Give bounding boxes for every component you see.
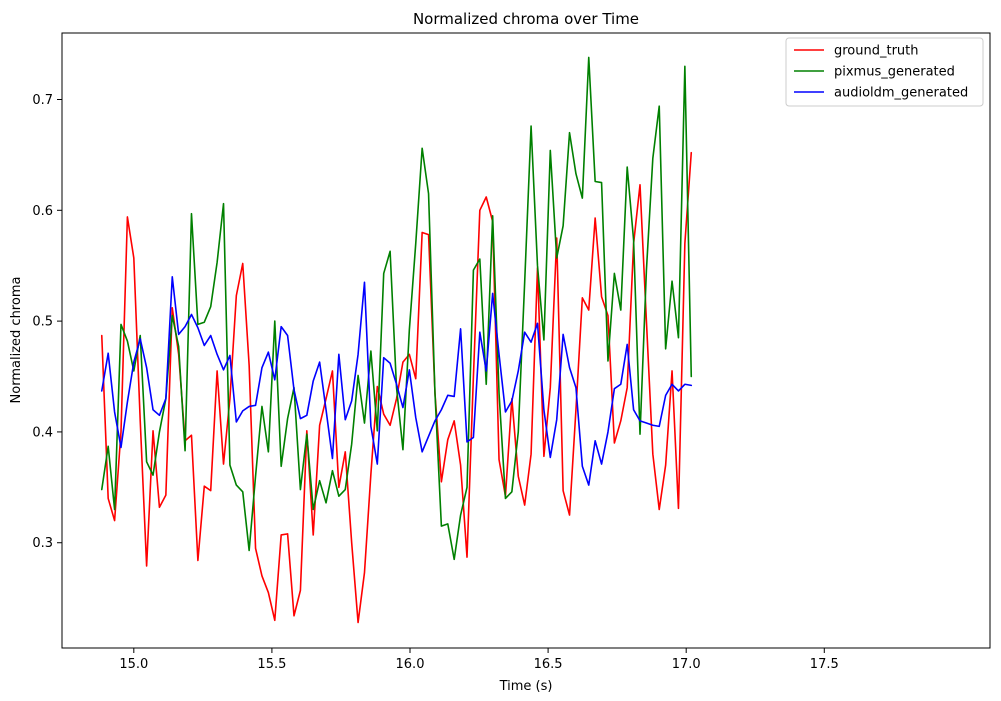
- x-tick-label: 15.0: [119, 657, 148, 672]
- legend-label-audioldm-generated: audioldm_generated: [834, 86, 968, 101]
- y-tick-label: 0.5: [32, 315, 53, 330]
- y-tick-label: 0.3: [32, 536, 53, 551]
- y-tick-label: 0.6: [32, 204, 53, 219]
- y-tick-label: 0.7: [32, 93, 53, 108]
- legend-label-ground-truth: ground_truth: [834, 44, 919, 59]
- series-line-audioldm-generated: [100, 275, 693, 486]
- x-axis-label: Time (s): [499, 679, 553, 694]
- x-tick-label: 16.0: [396, 657, 425, 672]
- series-line-ground-truth: [100, 151, 693, 624]
- plot-lines: [100, 56, 693, 624]
- legend-label-pixmus-generated: pixmus_generated: [834, 65, 955, 80]
- chart-title: Normalized chroma over Time: [413, 10, 639, 28]
- series-line-pixmus-generated: [100, 56, 693, 561]
- plot-area-frame: [61, 32, 991, 649]
- x-axis: 15.0 15.5 16.0 16.5 17.0 17.5: [119, 648, 839, 672]
- y-axis: 0.3 0.4 0.5 0.6 0.7: [32, 93, 62, 551]
- x-tick-label: 17.5: [810, 657, 839, 672]
- legend: ground_truth pixmus_generated audioldm_gen…: [785, 37, 984, 107]
- legend-box: [785, 37, 984, 107]
- x-tick-label: 15.5: [257, 657, 286, 672]
- x-tick-label: 17.0: [672, 657, 701, 672]
- y-tick-label: 0.4: [32, 425, 53, 440]
- x-tick-label: 16.5: [534, 657, 563, 672]
- y-axis-label: Normalized chroma: [9, 277, 24, 404]
